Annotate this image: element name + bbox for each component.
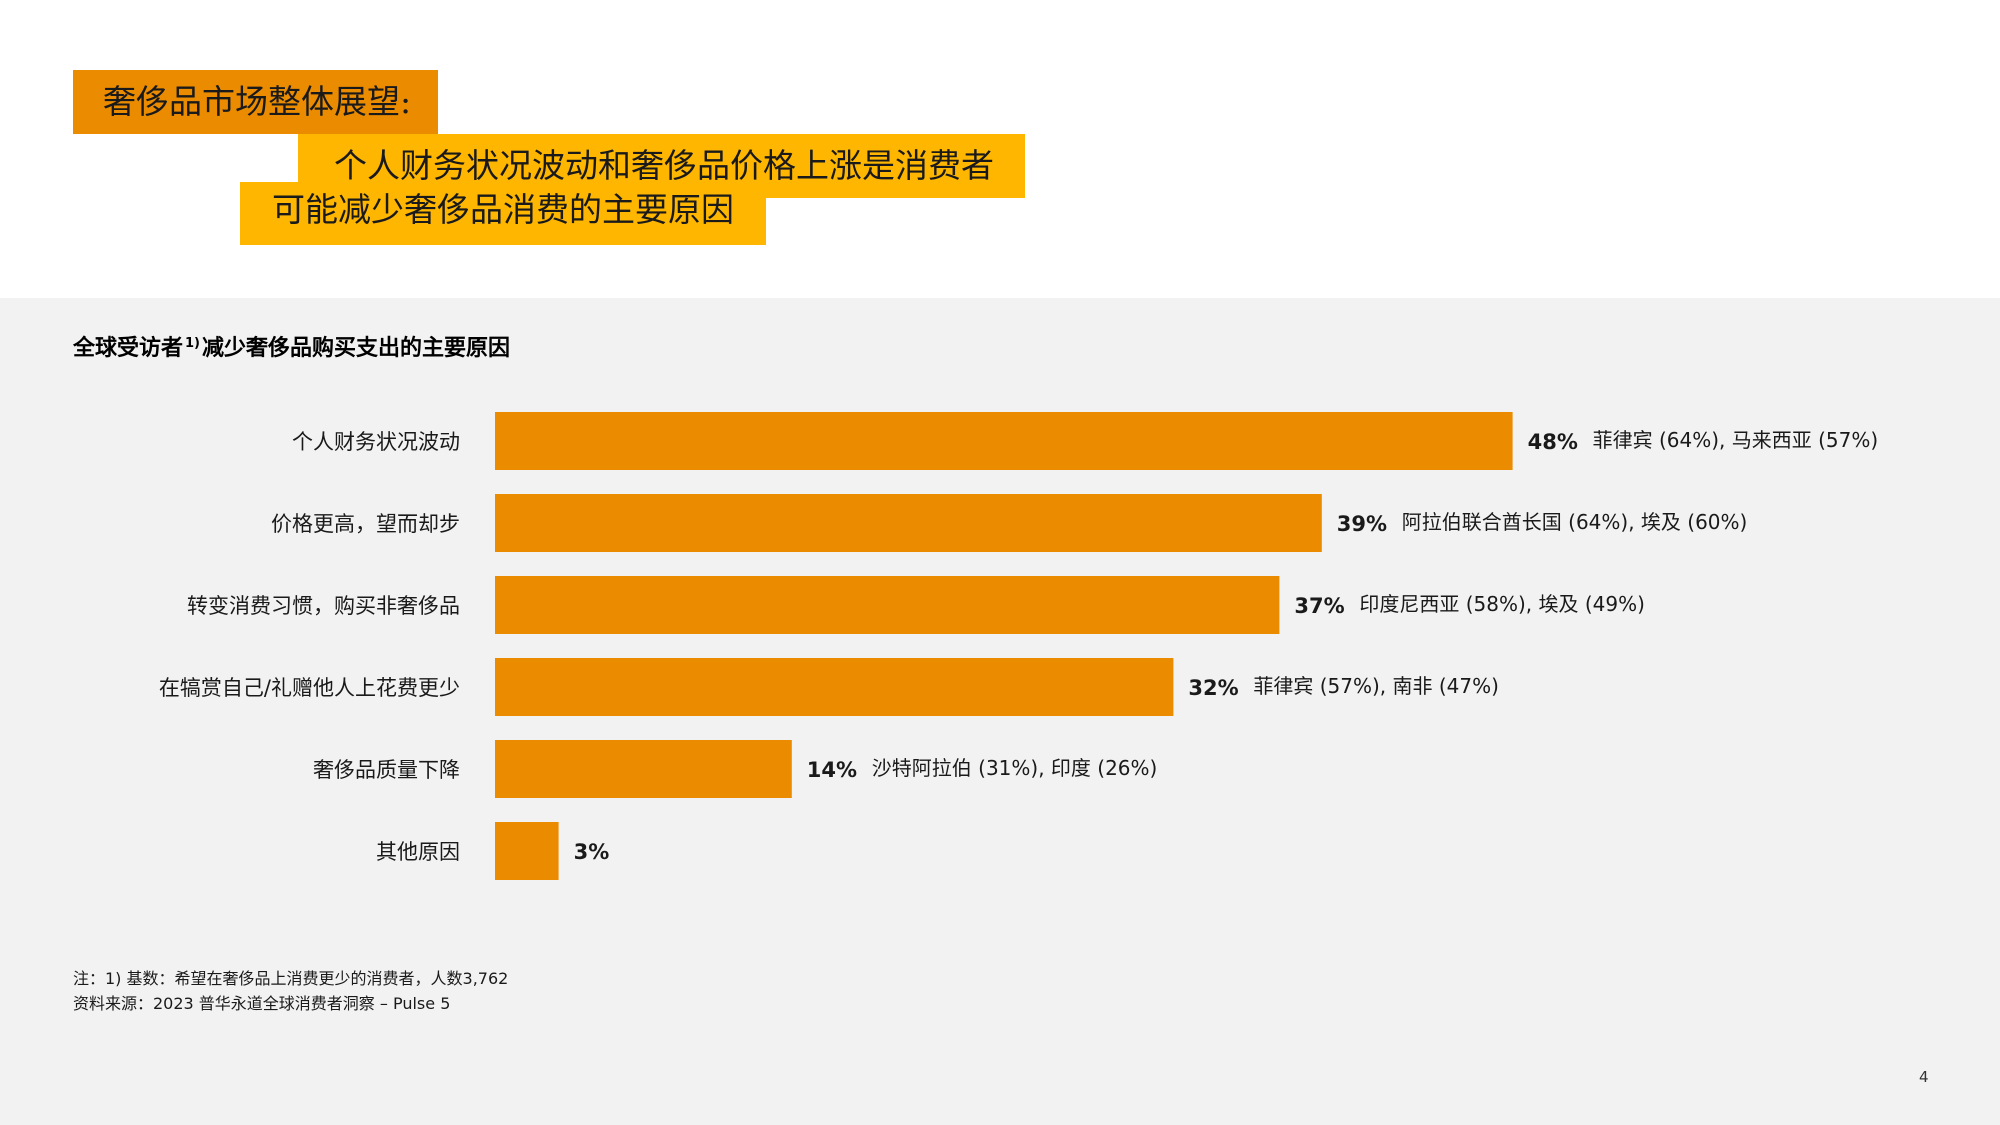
country-annotation: 沙特阿拉伯 (31%), 印度 (26%) [872,756,1158,780]
bar-chart: 个人财务状况波动 48% 菲律宾 (64%), 马来西亚 (57%) 价格更高，望而却… [159,412,1879,880]
bar [495,412,1513,470]
category-label: 其他原因 [376,840,460,864]
title-line-2: 个人财务状况波动和奢侈品价格上涨是消费者 [334,146,994,185]
country-annotation: 菲律宾 (57%), 南非 (47%) [1253,674,1499,698]
title-line-3: 可能减少奢侈品消费的主要原因 [272,190,734,229]
value-label: 39% [1337,512,1387,536]
country-annotation: 印度尼西亚 (58%), 埃及 (49%) [1359,592,1645,616]
chart-title: 全球受访者 1)减少奢侈品购买支出的主要原因 [73,330,510,362]
category-label: 在犒赏自己/礼赠他人上花费更少 [159,676,460,700]
category-label: 个人财务状况波动 [292,430,460,454]
value-label: 48% [1528,430,1578,454]
value-label: 32% [1188,676,1238,700]
category-label: 价格更高，望而却步 [271,512,460,536]
footnotes: 注：1) 基数：希望在奢侈品上消费更少的消费者，人数3,762 资料来源：202… [73,966,508,1016]
value-label: 14% [807,758,857,782]
bar [495,822,559,880]
chart-title-rest: 减少奢侈品购买支出的主要原因 [202,336,511,361]
title-highlight-1: 奢侈品市场整体展望: [73,70,438,134]
country-annotation: 阿拉伯联合酋长国 (64%), 埃及 (60%) [1402,510,1748,534]
bar [495,658,1174,716]
footnote-base: 注：1) 基数：希望在奢侈品上消费更少的消费者，人数3,762 [73,969,509,988]
value-label: 3% [574,840,610,864]
category-label: 奢侈品质量下降 [313,758,460,782]
chart-title-main: 全球受访者 [73,336,184,361]
chart-title-footnote-ref: 1) [185,335,201,351]
category-label: 转变消费习惯，购买非奢侈品 [187,594,460,618]
value-label: 37% [1294,594,1344,618]
footnote-source: 资料来源：2023 普华永道全球消费者洞察 – Pulse 5 [73,994,451,1013]
bar [495,576,1280,634]
page-number: 4 [1919,1068,1929,1086]
title-line-1: 奢侈品市场整体展望: [103,82,412,121]
bar [495,740,792,798]
bar [495,494,1322,552]
country-annotation: 菲律宾 (64%), 马来西亚 (57%) [1593,428,1879,452]
title-highlight-3: 可能减少奢侈品消费的主要原因 [240,182,766,245]
